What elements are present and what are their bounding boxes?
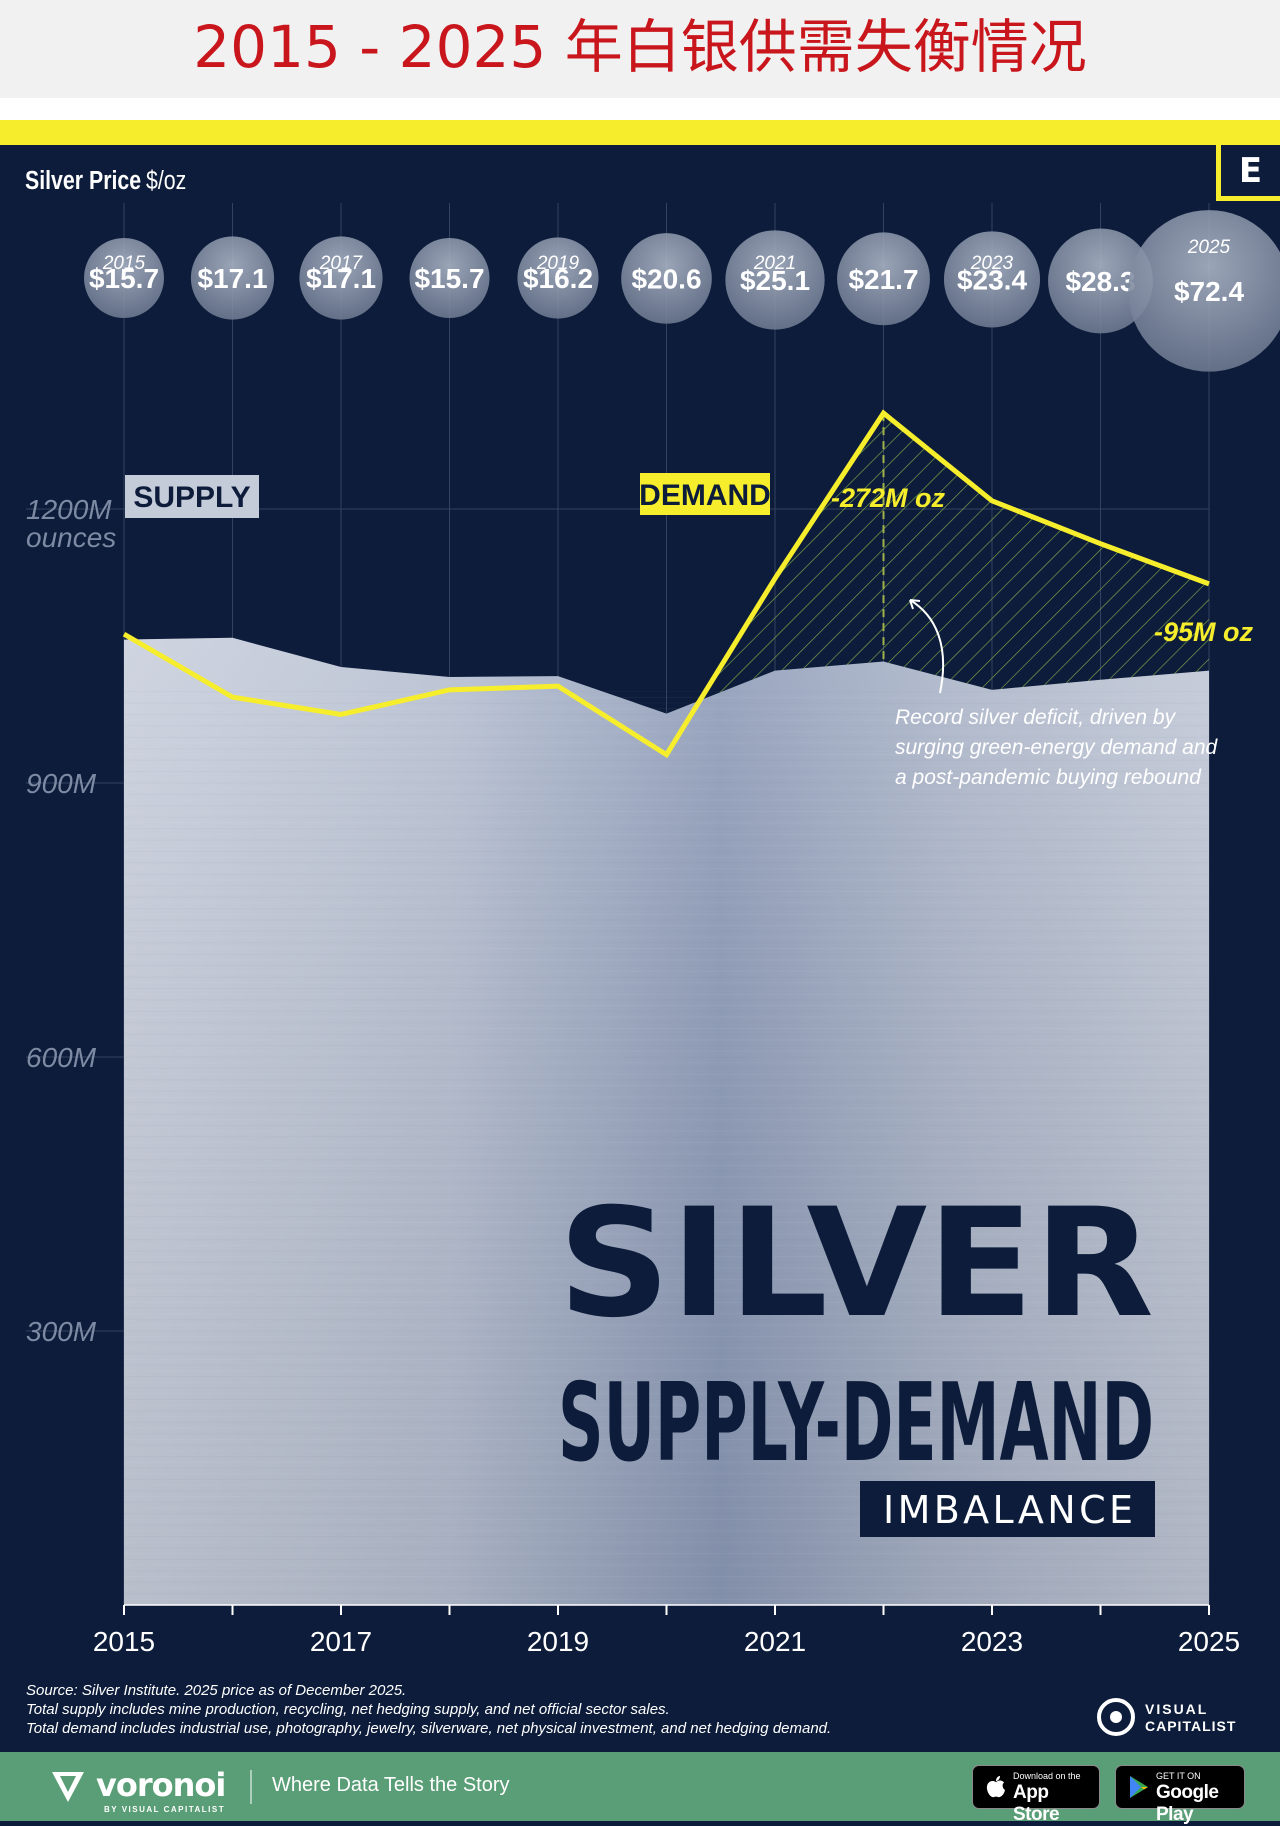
voronoi-brand-sub: BY VISUAL CAPITALIST xyxy=(104,1805,226,1814)
app-store-button[interactable]: Download on the App Store xyxy=(972,1765,1100,1825)
x-axis: 2015 2017 2019 2021 2023 2025 xyxy=(93,1604,1240,1657)
annotation-note: Record silver deficit, driven by surging… xyxy=(895,706,1219,789)
price-bubble xyxy=(1128,210,1280,372)
google-play-icon xyxy=(1130,1776,1148,1798)
price-bubble-year: 2017 xyxy=(319,253,364,274)
price-bubble xyxy=(1048,228,1153,334)
header-gap xyxy=(0,98,1280,120)
price-bubble-value: $20.6 xyxy=(631,263,701,294)
google-play-button[interactable]: GET IT ON Google Play xyxy=(1115,1765,1245,1825)
app-store-big: App Store xyxy=(1013,1782,1060,1825)
source-line: Total demand includes industrial use, ph… xyxy=(26,1720,831,1737)
demand-line xyxy=(122,409,1210,759)
price-bubble-value: $17.1 xyxy=(306,263,376,294)
headline-line2: SUPPLY-DEMAND xyxy=(558,1361,1154,1486)
annotation-note-line: surging green-energy demand and xyxy=(895,736,1219,759)
price-bubble xyxy=(517,237,599,319)
price-bubble xyxy=(943,231,1041,328)
x-tick-label: 2015 xyxy=(93,1626,155,1657)
price-bubble-value: $21.7 xyxy=(848,264,918,295)
price-bubble-value: $15.7 xyxy=(89,263,159,294)
header-band: 2015 - 2025 年白银供需失衡情况 xyxy=(0,0,1280,98)
price-bubble-year: 2021 xyxy=(753,253,796,274)
price-bubble xyxy=(190,236,275,320)
annotation-note-line: Record silver deficit, driven by xyxy=(895,706,1177,729)
price-bubble xyxy=(84,238,164,318)
price-bubble-year: 2015 xyxy=(102,253,146,274)
price-bubble-year: 2025 xyxy=(1187,237,1231,258)
deficit-layer xyxy=(699,413,1209,701)
headline-line1: SILVER xyxy=(558,1177,1154,1351)
price-bubble xyxy=(299,236,383,320)
supply-label: SUPPLY xyxy=(125,475,259,518)
price-bubble-value: $23.4 xyxy=(957,264,1027,295)
price-bubble xyxy=(837,232,930,326)
price-bubble xyxy=(725,230,825,330)
voronoi-brand[interactable]: voronoi xyxy=(96,1766,226,1804)
source-line: Source: Silver Institute. 2025 price as … xyxy=(26,1682,406,1699)
publisher-logo: E xyxy=(1216,145,1280,201)
demand-label-text: DEMAND xyxy=(639,479,771,512)
price-bubble-year: 2019 xyxy=(536,253,580,274)
annotation-arrowhead xyxy=(909,599,921,610)
price-bubble-year: 2023 xyxy=(970,253,1014,274)
supply-area-shade xyxy=(124,637,1209,1605)
app-store-small: Download on the xyxy=(1013,1771,1081,1781)
x-tick-label: 2023 xyxy=(961,1626,1023,1657)
source-line: Total supply includes mine production, r… xyxy=(26,1701,670,1718)
headline: SILVER SUPPLY-DEMAND IMBALANCE xyxy=(558,1177,1155,1537)
annotation-note-line: a post-pandemic buying rebound xyxy=(895,766,1202,789)
visual-capitalist-credit: VISUAL CAPITALIST xyxy=(1097,1698,1236,1736)
y-tick-label: 300M xyxy=(26,1316,97,1347)
svg-text:CAPITALIST: CAPITALIST xyxy=(1145,1718,1236,1734)
price-bubble-value: $25.1 xyxy=(740,265,810,296)
y-tick-label: 1200M xyxy=(26,494,112,525)
x-tick-label: 2019 xyxy=(527,1626,589,1657)
y-tick-label: 600M xyxy=(26,1042,97,1073)
demand-label: DEMAND xyxy=(639,473,771,515)
headline-line3: IMBALANCE xyxy=(883,1488,1133,1532)
footer: voronoi BY VISUAL CAPITALIST Where Data … xyxy=(0,1752,1280,1825)
last-deficit-label: -95M oz xyxy=(1154,617,1254,647)
peak-deficit-label: -272M oz xyxy=(831,483,946,513)
x-tick-label: 2021 xyxy=(744,1626,806,1657)
annotation-arrow xyxy=(909,599,945,694)
price-bubble-value: $17.1 xyxy=(197,263,267,294)
deficit-hatch xyxy=(699,413,1209,701)
footer-divider xyxy=(250,1770,252,1804)
price-bubble xyxy=(621,233,712,324)
source-notes: Source: Silver Institute. 2025 price as … xyxy=(26,1682,831,1737)
demand-line-layer xyxy=(122,409,1210,759)
price-row-label: Silver Price $/oz xyxy=(25,166,186,196)
voronoi-logo-icon xyxy=(52,1772,84,1802)
footer-tagline: Where Data Tells the Story xyxy=(272,1774,510,1796)
supply-label-text: SUPPLY xyxy=(133,481,250,514)
x-tick-label: 2017 xyxy=(310,1626,372,1657)
price-bubble-value: $15.7 xyxy=(414,263,484,294)
y-tick-label: 900M xyxy=(26,768,97,799)
price-bubble-value: $28.3 xyxy=(1065,266,1135,297)
visual-capitalist-icon xyxy=(1097,1698,1135,1736)
apple-icon xyxy=(986,1776,1005,1798)
price-bubble-value: $16.2 xyxy=(523,263,593,294)
supply-area-layer xyxy=(124,637,1209,1605)
google-play-big: Google Play xyxy=(1156,1782,1219,1825)
accent-bar xyxy=(0,120,1280,145)
y-tick-sublabel: ounces xyxy=(26,522,116,553)
x-tick-label: 2025 xyxy=(1178,1626,1240,1657)
price-bubble-value: $72.4 xyxy=(1174,276,1244,307)
svg-text:VISUAL: VISUAL xyxy=(1145,1701,1208,1717)
google-play-small: GET IT ON xyxy=(1156,1771,1201,1781)
price-bubble xyxy=(409,238,490,318)
page-title: 2015 - 2025 年白银供需失衡情况 xyxy=(193,13,1087,81)
